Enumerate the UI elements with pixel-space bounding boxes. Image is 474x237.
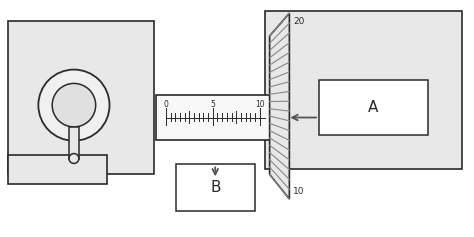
Text: 10: 10 xyxy=(293,187,305,196)
Bar xyxy=(264,11,462,169)
Circle shape xyxy=(52,83,96,127)
Text: 0: 0 xyxy=(164,100,168,109)
Circle shape xyxy=(38,70,109,141)
Text: B: B xyxy=(210,180,220,195)
Text: 10: 10 xyxy=(255,100,264,109)
Text: A: A xyxy=(368,100,379,115)
Bar xyxy=(8,21,154,174)
Bar xyxy=(69,127,79,159)
Bar xyxy=(156,95,270,140)
Bar xyxy=(176,164,255,211)
Bar xyxy=(8,155,107,184)
Text: 5: 5 xyxy=(210,100,215,109)
Text: 20: 20 xyxy=(293,17,305,26)
Bar xyxy=(319,80,428,135)
Polygon shape xyxy=(270,13,290,199)
Circle shape xyxy=(69,154,79,164)
